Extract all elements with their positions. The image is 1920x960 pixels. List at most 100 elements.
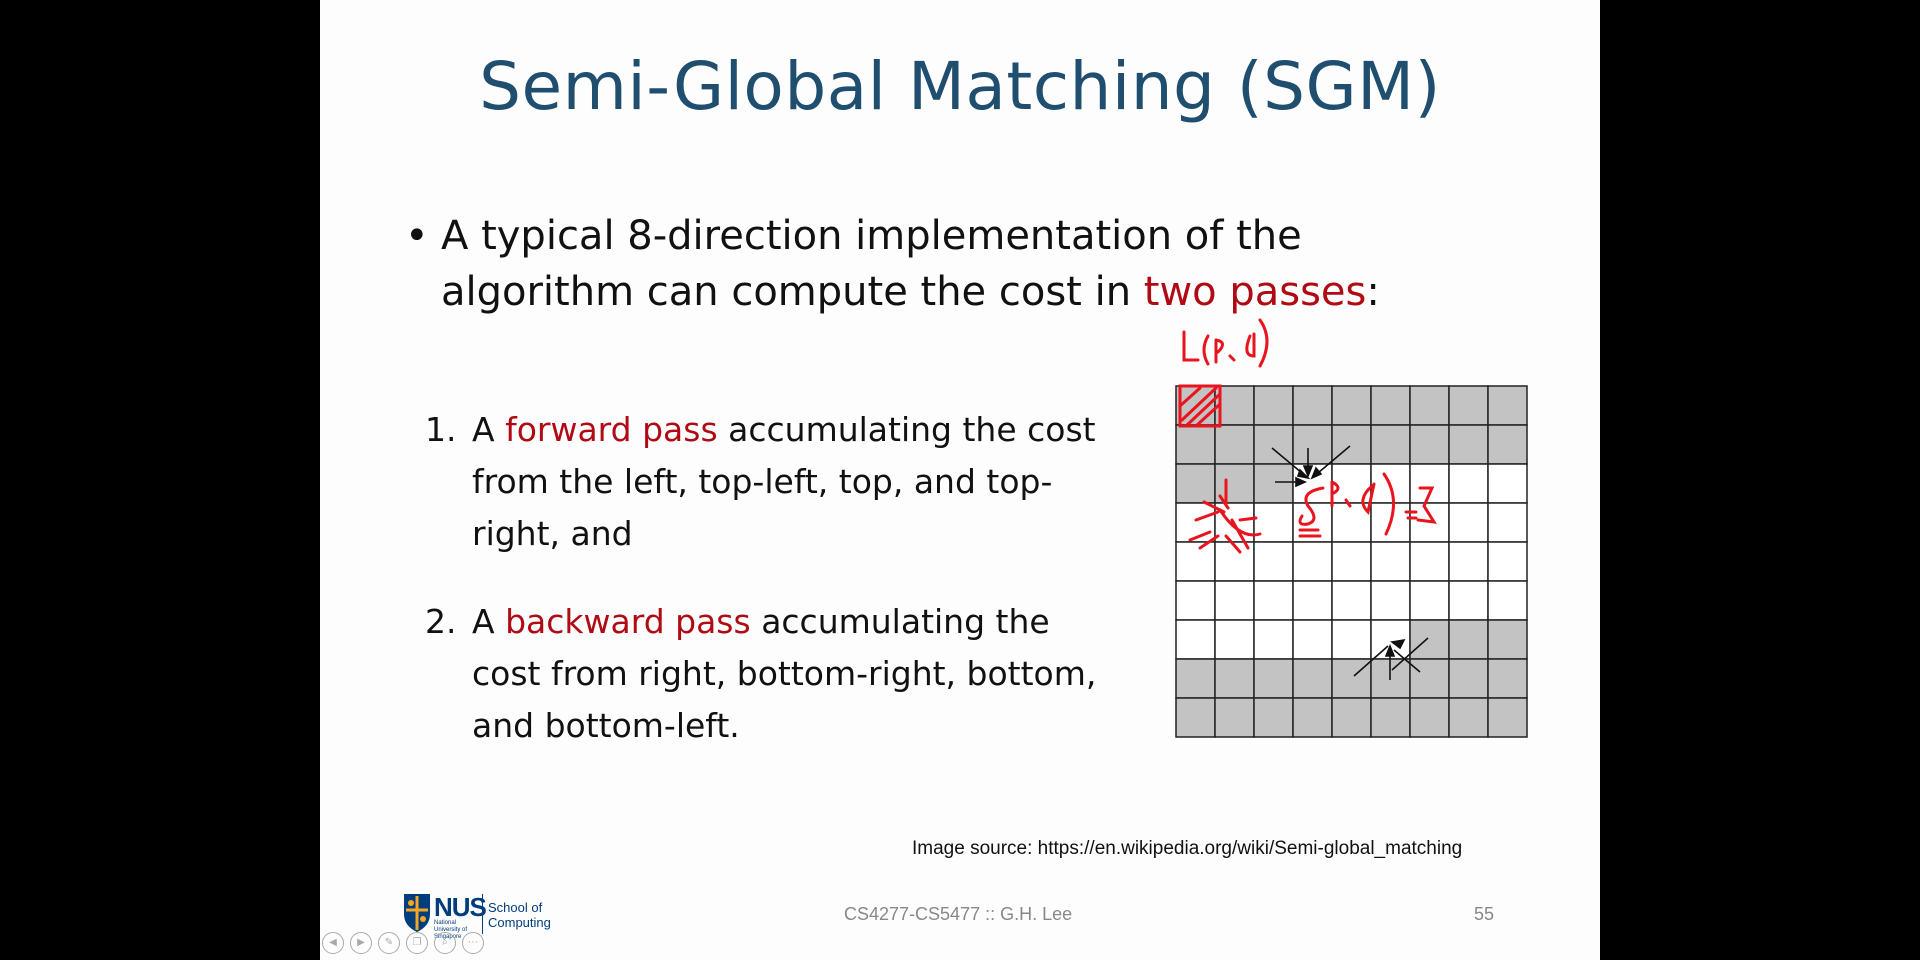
item-text: accumulating the cost: [717, 410, 1096, 449]
page-number: 55: [1474, 904, 1495, 924]
grid-cell: [1448, 424, 1489, 465]
forward-icon[interactable]: ▶: [350, 932, 372, 954]
grid-cell: [1214, 658, 1255, 699]
grid-cell: [1214, 619, 1255, 660]
item-text: accumulating the: [750, 602, 1050, 641]
grid-cell: [1292, 658, 1333, 699]
bullet-line-1: A typical 8-direction implementation of …: [441, 213, 1302, 259]
grid-cell: [1448, 541, 1489, 582]
grid-cell: [1409, 697, 1450, 738]
grid-cell: [1175, 619, 1216, 660]
presentation-controls: ◀ ▶ ✎ ❐ ⌕ ⋯: [322, 932, 484, 954]
bullet-line-2-text: algorithm can compute the cost in: [441, 269, 1144, 315]
grid-cell: [1175, 502, 1216, 543]
grid-cell: [1370, 424, 1411, 465]
grid-cell: [1253, 697, 1294, 738]
grid-cell: [1214, 697, 1255, 738]
school-name: School of Computing: [488, 900, 551, 930]
grid-cell: [1409, 619, 1450, 660]
grid-cell: [1253, 580, 1294, 621]
grid-cell: [1253, 502, 1294, 543]
grid-cell: [1448, 580, 1489, 621]
grid-cell: [1409, 424, 1450, 465]
grid-cell: [1448, 463, 1489, 504]
more-icon[interactable]: ⋯: [462, 932, 484, 954]
grid-cell: [1292, 697, 1333, 738]
grid-cell: [1331, 541, 1372, 582]
grid-cell: [1253, 658, 1294, 699]
item-line-1: A backward pass accumulating the: [425, 596, 1096, 648]
grid-cell: [1487, 619, 1528, 660]
back-icon[interactable]: ◀: [322, 932, 344, 954]
bullet-line-2: algorithm can compute the cost in two pa…: [413, 264, 1380, 320]
copy-icon[interactable]: ❐: [406, 932, 428, 954]
zoom-icon[interactable]: ⌕: [434, 932, 456, 954]
grid-cell: [1487, 658, 1528, 699]
grid-cell: [1292, 580, 1333, 621]
grid-cell: [1487, 424, 1528, 465]
grid-cell: [1448, 619, 1489, 660]
grid-cell: [1331, 424, 1372, 465]
grid-cell: [1409, 541, 1450, 582]
grid-cell: [1487, 463, 1528, 504]
grid-cell: [1214, 424, 1255, 465]
grid-cell: [1487, 541, 1528, 582]
grid-cell: [1331, 697, 1372, 738]
course-footer: CS4277-CS5477 :: G.H. Lee: [844, 904, 1073, 924]
grid-cell: [1253, 463, 1294, 504]
bullet-colon: :: [1366, 269, 1380, 315]
backward-pass-highlight: backward pass: [505, 602, 751, 641]
grid-cell: [1448, 658, 1489, 699]
logo-divider: [482, 894, 483, 934]
grid-cell: [1292, 619, 1333, 660]
item-line-2: cost from right, bottom-right, bottom,: [472, 654, 1097, 693]
grid-cell: [1448, 697, 1489, 738]
grid: [1175, 385, 1528, 738]
grid-cell: [1175, 580, 1216, 621]
bullet-dot: •: [405, 213, 429, 259]
backward-arrows: [1353, 637, 1429, 680]
item-line-3: right, and: [472, 514, 633, 553]
grid-cell: [1292, 385, 1333, 426]
grid-cell: [1253, 424, 1294, 465]
main-bullet: • A typical 8-direction implementation o…: [405, 208, 1380, 320]
grid-cell: [1409, 580, 1450, 621]
grid-cell: [1370, 697, 1411, 738]
grid-cell: [1331, 658, 1372, 699]
nus-logo: NUS National University of Singapore Sch…: [402, 892, 592, 940]
grid-cell: [1175, 541, 1216, 582]
slide-title: Semi-Global Matching (SGM): [479, 48, 1441, 125]
grid-cell: [1487, 580, 1528, 621]
item-text: A: [472, 410, 506, 449]
item-line-1: A forward pass accumulating the cost: [425, 404, 1096, 456]
grid-cell: [1175, 697, 1216, 738]
grid-cell: [1214, 580, 1255, 621]
grid-cell: [1175, 658, 1216, 699]
grid-cell: [1409, 658, 1450, 699]
grid-cell: [1487, 697, 1528, 738]
grid-cell: [1331, 385, 1372, 426]
grid-cell: [1292, 424, 1333, 465]
handwritten-annotations: [1178, 318, 1437, 554]
pen-icon[interactable]: ✎: [378, 932, 400, 954]
grid-cell: [1253, 385, 1294, 426]
item-number: 2.: [425, 602, 457, 641]
forward-arrows: [1271, 445, 1351, 488]
grid-cell: [1487, 385, 1528, 426]
grid-cell: [1331, 619, 1372, 660]
list-item-backward: 2. A backward pass accumulating the cost…: [425, 596, 1096, 752]
grid-cell: [1448, 385, 1489, 426]
grid-cell: [1253, 619, 1294, 660]
two-passes-highlight: two passes: [1143, 269, 1367, 315]
grid-cell: [1253, 541, 1294, 582]
item-line-3: and bottom-left.: [472, 706, 740, 745]
list-item-forward: 1. A forward pass accumulating the cost …: [425, 404, 1096, 560]
nus-logo-text: NUS: [434, 892, 487, 922]
image-source-caption: Image source: https://en.wikipedia.org/w…: [912, 838, 1463, 859]
grid-cell: [1370, 580, 1411, 621]
grid-cell: [1175, 424, 1216, 465]
item-line-2: from the left, top-left, top, and top-: [472, 462, 1053, 501]
grid-cell: [1409, 385, 1450, 426]
slide: Semi-Global Matching (SGM) • A typical 8…: [320, 0, 1600, 960]
grid-cell: [1487, 502, 1528, 543]
